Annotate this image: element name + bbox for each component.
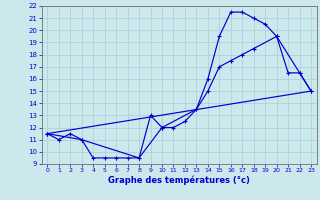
X-axis label: Graphe des températures (°c): Graphe des températures (°c) xyxy=(108,176,250,185)
